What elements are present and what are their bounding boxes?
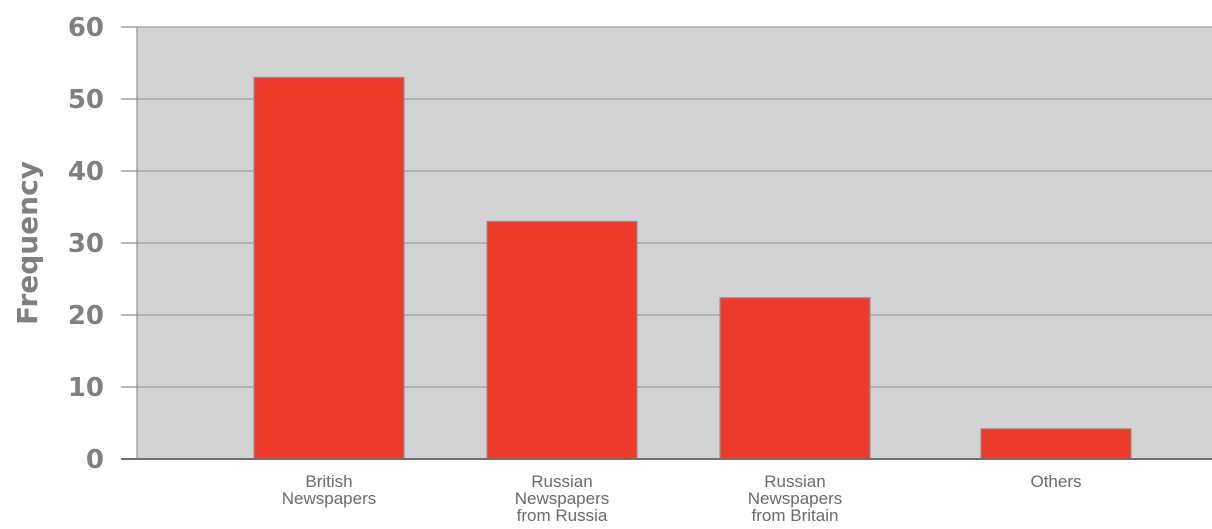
- y-tick-label: 60: [68, 13, 104, 43]
- y-tick-label: 50: [68, 85, 104, 115]
- bar: [253, 76, 405, 460]
- x-tick-label-line: from Britain: [752, 506, 839, 525]
- bar: [980, 428, 1132, 460]
- x-tick-label-line: from Russia: [517, 506, 608, 525]
- x-tick-label: Russian Newspapers from Britain: [748, 472, 843, 525]
- y-axis-title: Frequency: [11, 161, 44, 325]
- x-tick-label-line: Russian: [764, 472, 825, 491]
- x-tick-label: Russian Newspapers from Russia: [515, 472, 610, 525]
- x-tick-label-line: Newspapers: [282, 489, 377, 508]
- x-tick-label-line: Others: [1030, 472, 1081, 491]
- y-axis: 0 10 20 30 40 50 60: [68, 13, 138, 475]
- x-tick-label: British Newspapers: [282, 472, 377, 508]
- y-tick-label: 10: [68, 373, 104, 403]
- y-tick-label: 0: [86, 445, 104, 475]
- bar: [719, 297, 871, 460]
- x-tick-label-line: Newspapers: [515, 489, 610, 508]
- bars: [253, 76, 1132, 460]
- y-tick-label: 40: [68, 157, 104, 187]
- bar: [486, 220, 638, 460]
- x-tick-label: Others: [1030, 472, 1081, 491]
- x-tick-label-line: British: [305, 472, 352, 491]
- y-tick-label: 20: [68, 301, 104, 331]
- x-tick-label-line: Newspapers: [748, 489, 843, 508]
- x-tick-label-line: Russian: [531, 472, 592, 491]
- y-tick-label: 30: [68, 229, 104, 259]
